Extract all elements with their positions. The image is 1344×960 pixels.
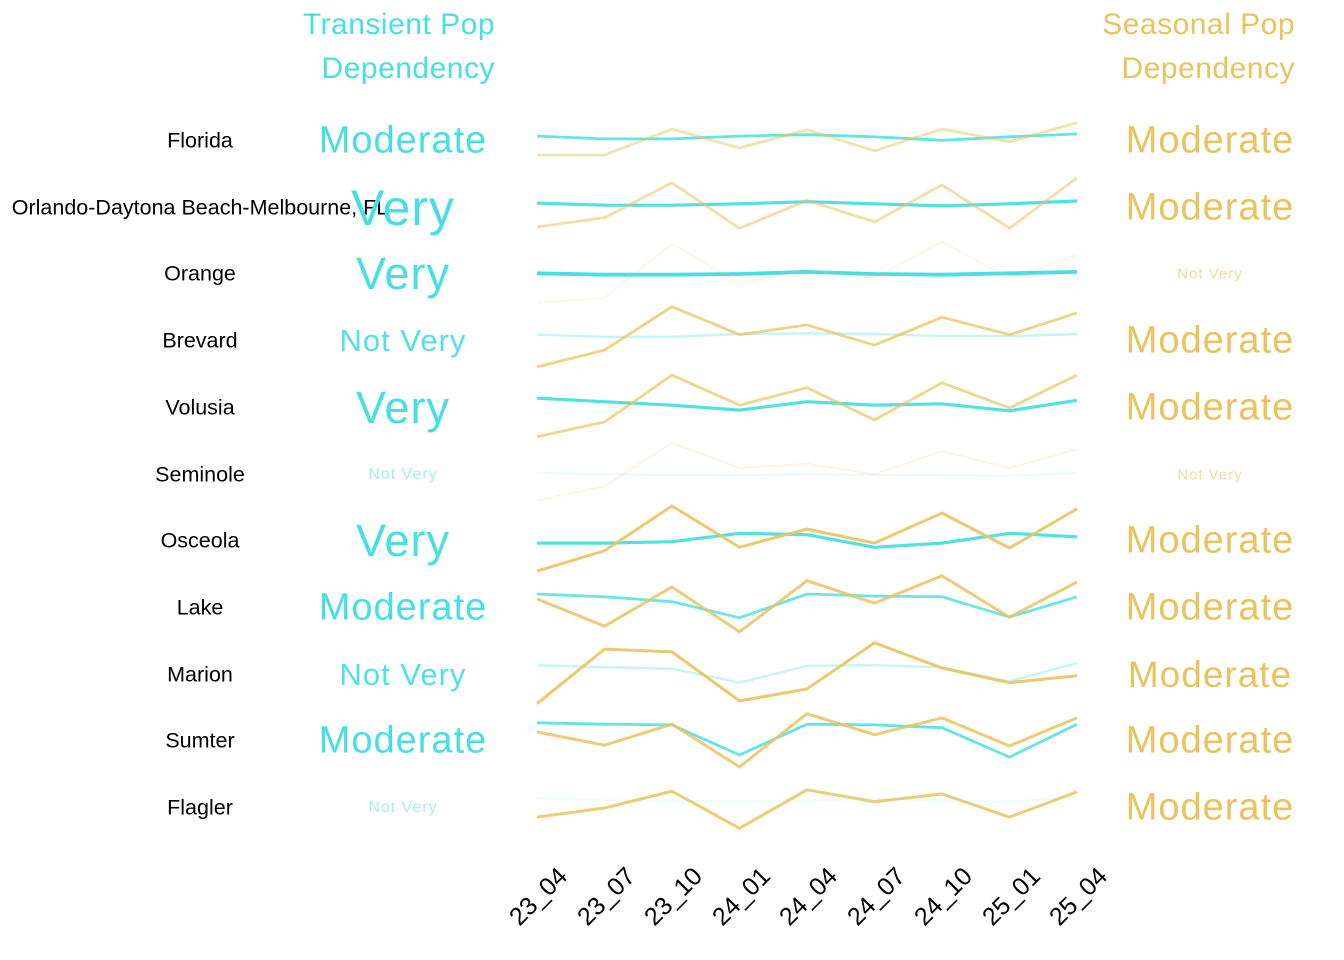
sparkline xyxy=(536,712,1078,770)
transient-level-label: Very xyxy=(355,248,451,300)
county-row: Lake Moderate Moderate xyxy=(0,573,1344,643)
seasonal-line xyxy=(536,640,1078,705)
transient-level-label: Very xyxy=(350,179,456,236)
sparkline xyxy=(536,640,1078,705)
seasonal-level-label: Moderate xyxy=(1125,319,1295,362)
sparkline xyxy=(536,788,1078,831)
county-name-label: Flagler xyxy=(167,795,233,820)
county-name-label: Volusia xyxy=(165,395,235,420)
sparkline xyxy=(536,504,1078,573)
seasonal-line xyxy=(536,574,1078,634)
seasonal-line xyxy=(536,712,1078,770)
seasonal-level-label: Moderate xyxy=(1125,119,1295,162)
seasonal-line xyxy=(536,240,1078,305)
sparkline xyxy=(536,121,1078,157)
county-row: Osceola Very Moderate xyxy=(0,504,1344,576)
transient-line xyxy=(536,795,1078,803)
transient-level-label: Moderate xyxy=(318,586,488,629)
seasonal-line xyxy=(536,373,1078,438)
seasonal-level-label: Not Very xyxy=(1177,265,1243,283)
transient-header-line1: Transient Pop xyxy=(302,8,495,41)
transient-level-label: Not Very xyxy=(339,656,467,692)
county-name-label: Marion xyxy=(167,662,233,687)
seasonal-pop-dependency-header: Seasonal Pop Dependency xyxy=(865,3,1295,91)
county-row: Florida Moderate Moderate xyxy=(0,106,1344,176)
county-name-label: Florida xyxy=(167,128,233,153)
transient-level-label: Moderate xyxy=(318,119,488,162)
county-name-label: Sumter xyxy=(165,728,235,753)
transient-line xyxy=(536,396,1078,413)
transient-level-label: Very xyxy=(355,381,451,433)
seasonal-level-label: Not Very xyxy=(1177,466,1243,483)
county-row: Marion Not Very Moderate xyxy=(0,640,1344,710)
transient-pop-dependency-header: Transient Pop Dependency xyxy=(65,3,495,91)
seasonal-level-label: Moderate xyxy=(1125,186,1295,229)
seasonal-line xyxy=(536,441,1078,502)
seasonal-line xyxy=(536,788,1078,831)
county-row: Seminole Not Very Not Very xyxy=(0,440,1344,510)
seasonal-header-line2: Dependency xyxy=(1121,52,1295,85)
transient-level-label: Not Very xyxy=(339,323,467,359)
county-name-label: Lake xyxy=(176,595,224,620)
seasonal-line xyxy=(536,176,1078,230)
county-row: Sumter Moderate Moderate xyxy=(0,706,1344,776)
seasonal-level-label: Moderate xyxy=(1125,586,1295,629)
sparkline xyxy=(536,373,1078,438)
county-name-label: Orlando-Daytona Beach-Melbourne, FL xyxy=(11,195,389,220)
county-row: Flagler Not Very Moderate xyxy=(0,773,1344,843)
transient-line xyxy=(536,592,1078,620)
transient-line xyxy=(536,332,1078,339)
seasonal-level-label: Moderate xyxy=(1125,386,1295,429)
county-name-label: Brevard xyxy=(162,328,238,353)
sparkline xyxy=(536,176,1078,230)
seasonal-level-label: Moderate xyxy=(1125,519,1295,562)
county-row: Brevard Not Very Moderate xyxy=(0,305,1344,376)
transient-line xyxy=(536,270,1078,277)
transient-line xyxy=(536,471,1078,477)
county-row: Orange Very Not Very xyxy=(0,239,1344,309)
seasonal-level-label: Moderate xyxy=(1125,786,1295,829)
transient-level-label: Not Very xyxy=(368,799,438,816)
seasonal-line xyxy=(536,305,1078,369)
transient-level-label: Moderate xyxy=(318,719,488,762)
sparkline xyxy=(536,240,1078,305)
sparkline xyxy=(536,441,1078,502)
sparkline xyxy=(536,305,1078,369)
seasonal-header-line1: Seasonal Pop xyxy=(1102,8,1295,41)
county-row: Volusia Very Moderate xyxy=(0,373,1344,443)
county-name-label: Orange xyxy=(164,261,236,286)
seasonal-line xyxy=(537,121,1078,157)
county-row: Orlando-Daytona Beach-Melbourne, FL Very M… xyxy=(0,173,1344,243)
seasonal-line xyxy=(536,504,1078,573)
transient-header-line2: Dependency xyxy=(321,52,495,85)
county-name-label: Seminole xyxy=(155,462,245,486)
seasonal-level-label: Moderate xyxy=(1125,719,1295,762)
transient-level-label: Very xyxy=(355,515,451,567)
seasonal-level-label: Moderate xyxy=(1127,653,1293,695)
county-name-label: Osceola xyxy=(160,528,240,553)
transient-level-label: Not Very xyxy=(368,465,438,483)
sparkline xyxy=(536,574,1078,634)
transient-line xyxy=(536,721,1078,759)
